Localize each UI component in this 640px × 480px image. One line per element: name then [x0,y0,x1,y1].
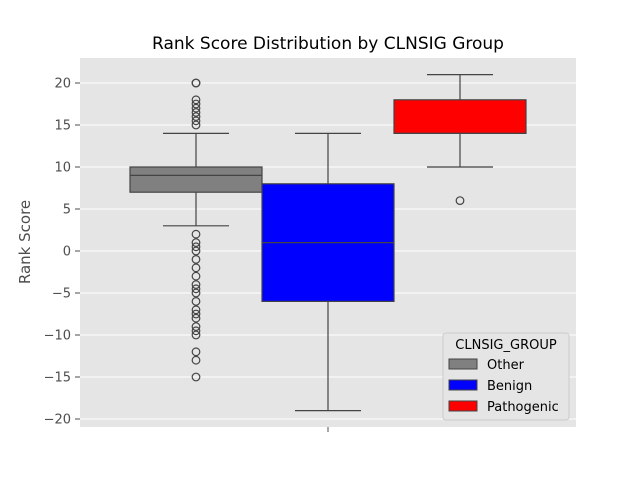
outlier-point [191,242,201,252]
y-tick-label: 20 [54,77,71,92]
outlier-point [191,313,201,323]
y-tick-label: −20 [44,413,71,428]
y-tick-label: 5 [63,203,71,218]
outlier-point [191,107,201,117]
outlier-point [191,330,201,340]
outlier-point [191,326,201,336]
outlier-point [191,372,201,382]
legend-title: CLNSIG_GROUP [455,338,557,353]
y-tick-label: −10 [44,329,71,344]
outlier-point [191,305,201,315]
y-tick-label: −15 [44,371,71,386]
outlier-point [191,116,201,126]
outlier-point [191,280,201,290]
outlier-point [191,103,201,113]
y-tick-label: 10 [54,161,71,176]
boxes [129,73,527,412]
outlier-point [191,238,201,248]
box-other [129,166,263,193]
y-tick-label: −5 [52,287,71,302]
legend-label-pathogenic: Pathogenic [487,400,559,415]
outlier-point [191,229,201,239]
outlier-point [191,263,201,273]
box-group-pathogenic [393,73,527,206]
outlier-point [191,120,201,130]
outlier-point [191,78,201,88]
legend: CLNSIG_GROUP Other Benign Pathogenic [442,332,570,421]
outlier-point [191,99,201,109]
outlier-point [191,95,201,105]
chart-title: Rank Score Distribution by CLNSIG Group [152,34,504,54]
outlier-point [191,322,201,332]
y-tick-label: 15 [54,119,71,134]
legend-swatch-benign [448,379,478,391]
y-axis-ticks: 20 15 10 5 0 −5 −10 −15 −20 [44,77,80,428]
y-tick-label: 0 [63,245,71,260]
box-group-benign [261,132,395,412]
outlier-point [191,309,201,319]
outlier-point [191,284,201,294]
outlier-point [455,196,465,206]
box-pathogenic [393,99,527,135]
y-axis-label: Rank Score [16,200,34,284]
outlier-point [191,246,201,256]
legend-label-other: Other [487,358,525,373]
outlier-point [191,112,201,121]
legend-swatch-pathogenic [448,400,478,412]
legend-swatch-other [448,358,478,370]
outlier-point [191,288,201,298]
outlier-point [191,254,201,264]
outlier-point [191,355,201,365]
legend-label-benign: Benign [487,379,532,394]
outlier-point [191,271,201,281]
outlier-point [191,297,201,306]
legend-frame [442,332,570,421]
outlier-point [191,347,201,357]
box-group-other [129,78,263,382]
